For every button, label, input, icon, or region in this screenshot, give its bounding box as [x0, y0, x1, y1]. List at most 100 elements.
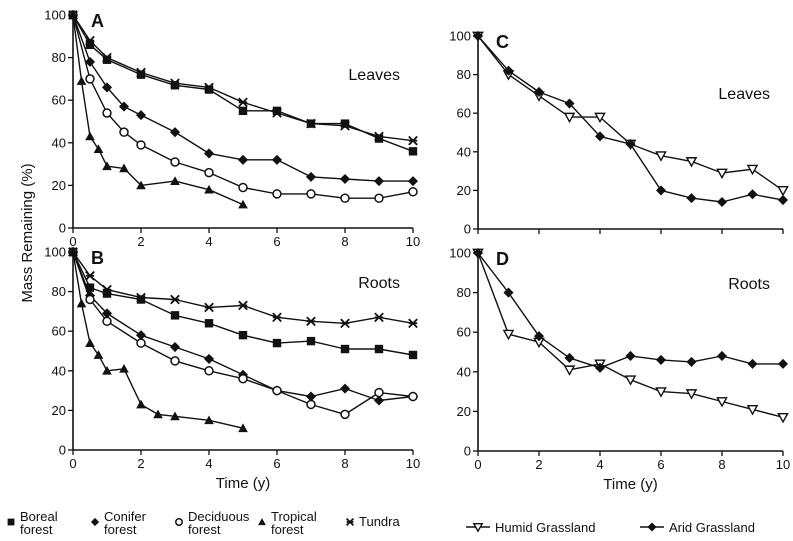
panel-a: 0 20 40 60 80 100 0 2 4 6 8 10 A Leaves: [44, 8, 420, 250]
data-point: [685, 389, 698, 400]
data-point: [746, 405, 759, 416]
data-point: [76, 76, 87, 85]
x-tick-label: 0: [474, 457, 481, 472]
y-tick-label: 40: [52, 135, 66, 150]
data-point: [655, 185, 667, 196]
data-point: [306, 316, 316, 327]
y-tick-label: 20: [52, 178, 66, 193]
data-point: [685, 157, 698, 168]
data-point: [373, 176, 385, 187]
legend-item: Boreal forest: [7, 509, 58, 537]
data-point: [686, 193, 697, 204]
data-point: [716, 168, 728, 180]
data-point: [102, 365, 112, 375]
data-point: [594, 131, 606, 142]
data-point: [101, 82, 113, 93]
series-humid-grassland: [472, 31, 789, 197]
x-tick-label: 2: [535, 457, 542, 472]
data-point: [373, 395, 385, 406]
series-line: [477, 252, 783, 369]
legend-label: Conifer forest: [104, 509, 147, 537]
legend-left: Boreal forest Conifer forest Deciduous forest…: [7, 509, 400, 537]
series-line: [72, 251, 244, 429]
data-point: [101, 308, 113, 319]
data-point: [85, 338, 95, 347]
series-boreal-forest: [68, 247, 418, 360]
series-line: [72, 251, 414, 402]
data-point: [374, 344, 384, 354]
legend-marker: [345, 517, 355, 527]
data-point: [340, 344, 350, 354]
data-point: [135, 330, 147, 341]
data-point: [340, 409, 350, 420]
data-point: [306, 189, 316, 199]
x-tick-label: 10: [406, 456, 420, 471]
data-point: [136, 399, 146, 409]
data-point: [204, 302, 214, 313]
legend-item: Conifer forest: [90, 509, 147, 537]
data-point: [533, 86, 545, 98]
data-point: [102, 284, 112, 295]
data-point: [777, 195, 789, 206]
legend-marker: [472, 522, 484, 533]
data-point: [374, 193, 384, 203]
data-point: [204, 184, 214, 194]
data-point: [686, 356, 697, 367]
data-point: [624, 375, 637, 386]
panel-letter: A: [91, 11, 104, 31]
data-point: [408, 391, 418, 402]
x-tick-label: 2: [137, 234, 144, 249]
data-point: [170, 311, 180, 320]
data-point: [777, 358, 789, 369]
data-point: [374, 131, 384, 142]
data-point: [305, 171, 317, 182]
data-point: [272, 189, 282, 199]
y-tick-label: 20: [52, 403, 66, 418]
data-point: [136, 295, 146, 304]
y-tick-label: 80: [457, 67, 471, 82]
y-tick-label: 0: [464, 444, 471, 459]
data-point: [271, 154, 283, 165]
y-tick-label: 0: [59, 443, 66, 458]
panel-letter: C: [496, 32, 509, 52]
data-point: [170, 176, 180, 186]
data-point: [85, 294, 95, 305]
data-point: [204, 366, 214, 376]
panel-title: Roots: [728, 276, 770, 293]
legend-item: Tundra: [345, 514, 400, 529]
y-tick-label: 20: [457, 183, 471, 198]
panel-title: Roots: [358, 275, 400, 292]
data-point: [102, 161, 112, 171]
x-tick-label: 6: [273, 456, 280, 471]
data-point: [85, 283, 95, 292]
data-point: [170, 294, 180, 305]
data-point: [237, 154, 249, 165]
data-point: [119, 163, 129, 173]
x-tick-label: 6: [273, 234, 280, 249]
data-point: [203, 148, 215, 159]
data-point: [655, 151, 667, 162]
data-point: [272, 338, 282, 348]
series-arid-grassland: [472, 30, 789, 208]
data-point: [85, 35, 95, 46]
data-point: [170, 411, 180, 421]
data-point: [594, 112, 606, 124]
x-tick-label: 6: [657, 457, 664, 472]
data-point: [339, 173, 351, 185]
data-point: [563, 365, 576, 376]
data-point: [374, 312, 384, 323]
y-tick-label: 40: [52, 363, 66, 378]
x-tick-label: 10: [406, 234, 420, 249]
data-point: [563, 112, 576, 124]
data-point: [472, 30, 484, 42]
series-line: [477, 35, 784, 203]
legend-label: Tundra: [359, 514, 400, 529]
data-point: [204, 82, 214, 93]
panel-c: 0 20 40 60 80 100 C Leaves: [449, 29, 789, 237]
y-tick-label: 40: [457, 144, 471, 159]
series-line: [72, 251, 414, 356]
x-tick-label: 8: [341, 456, 348, 471]
y-tick-label: 80: [52, 50, 66, 65]
x-tick-label: 8: [341, 234, 348, 249]
panel-title: Leaves: [348, 67, 400, 84]
